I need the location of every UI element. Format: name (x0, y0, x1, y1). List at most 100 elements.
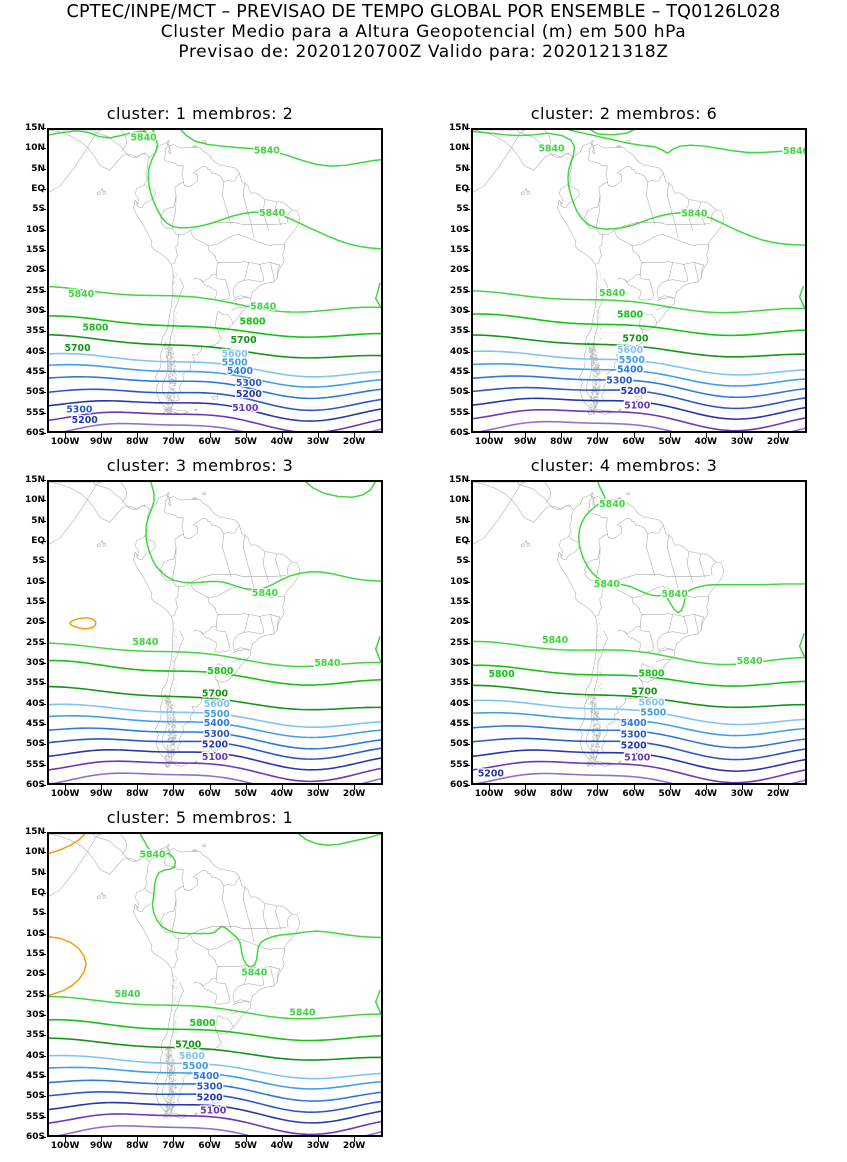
chart-header: CPTEC/INPE/MCT – PREVISAO DE TEMPO GLOBA… (0, 0, 847, 62)
contour-label-5400: 5400 (193, 1071, 220, 1082)
contour-map-svg: 5840 5840 5840 5800 570056005500540053005200… (49, 482, 381, 783)
y-tick (465, 270, 470, 272)
contour-map-svg: 5840 5840 5840 5840 5840 5800 5800 570056005500… (473, 482, 805, 783)
y-tick (465, 602, 470, 603)
y-tick-label: 5N (455, 515, 469, 526)
y-tick (41, 974, 46, 976)
x-tick (354, 433, 356, 438)
contour-label-5500: 5500 (640, 708, 667, 719)
x-tick-label: 40W (694, 437, 718, 447)
header-line-3: Previsao de: 2020120700Z Valido para: 20… (178, 42, 669, 62)
contour-5400 (473, 725, 805, 749)
y-tick-label: 20S (449, 617, 469, 628)
y-tick (41, 703, 46, 705)
cluster-panel-2[interactable]: cluster: 2 membros: 6 15N 10N 5N EQ 5S 10S 15S… (424, 100, 847, 458)
y-tick (41, 785, 46, 786)
contour-5300 (473, 386, 805, 410)
x-tick-label: 70W (162, 437, 185, 447)
y-axis: 15N 10N 5N EQ 5S 10S 15S 20S 25S 30S 35S 40S 45S 50S 5… (0, 475, 46, 790)
contour-5000 (57, 1125, 381, 1135)
x-tick (354, 785, 356, 790)
contour-5840 (577, 482, 805, 614)
contour-label-5840: 5840 (542, 635, 569, 646)
contour-5400 (473, 375, 805, 399)
x-tick (633, 785, 635, 790)
y-tick-label: 60S (449, 780, 469, 790)
x-tick (633, 433, 635, 438)
y-tick-label: 60S (25, 428, 45, 438)
y-tick-label: 10N (24, 495, 45, 506)
x-tick-label: 20W (342, 1141, 366, 1151)
y-tick (465, 561, 470, 563)
x-tick-label: 50W (658, 437, 681, 447)
contour-label-5200: 5200 (621, 386, 648, 397)
contour-5840 (180, 130, 381, 167)
y-tick (41, 1137, 46, 1138)
y-tick (465, 581, 470, 583)
x-tick-label: 80W (126, 789, 149, 799)
y-tick-label: 45S (25, 367, 45, 377)
x-tick (525, 433, 527, 438)
cluster-panel-1[interactable]: cluster: 1 membros: 2 15N 10N 5N EQ 5S 10S 15S… (0, 100, 423, 458)
contour-lines (473, 482, 805, 783)
x-tick-label: 60W (198, 1141, 221, 1151)
map-plot-area[interactable]: 5840 5840 5840 5840 5840 5800 5800 5700 5600 5500… (471, 480, 807, 785)
y-tick-label: 10S (449, 576, 469, 587)
y-tick-label: EQ (455, 536, 469, 546)
cluster-panel-3[interactable]: cluster: 3 membros: 3 15N 10N 5N EQ 5S 10S 15S… (0, 452, 423, 810)
x-tick-label: 70W (162, 1141, 185, 1151)
cluster-panel-4[interactable]: cluster: 4 membros: 3 15N 10N 5N EQ 5S 10S 15S… (424, 452, 847, 810)
y-tick (41, 642, 46, 644)
x-tick-label: 80W (550, 437, 573, 447)
x-tick (317, 433, 319, 438)
x-tick (354, 1137, 356, 1142)
x-tick (597, 433, 599, 438)
x-tick-label: 100W (50, 1141, 80, 1151)
y-tick-label: 55S (25, 759, 45, 770)
y-tick-label: 15N (448, 475, 469, 485)
y-tick-label: 35S (25, 678, 45, 689)
y-tick (41, 744, 46, 746)
map-plot-area[interactable]: 5840 5840 5840 5840 5840 5800 5800 5700 5700 5600… (47, 128, 383, 433)
contour-5800 (473, 664, 805, 687)
y-tick (465, 229, 470, 231)
x-tick-label: 40W (694, 789, 718, 799)
contour-5700 (473, 684, 805, 709)
x-tick-label: 50W (658, 789, 681, 799)
y-tick-label: 5N (31, 515, 45, 526)
contour-label-5840: 5840 (289, 1007, 316, 1018)
map-plot-area[interactable]: 5840 5840 5840 5800 5700 5600 5500 5400 5300 5200… (47, 480, 383, 785)
contour-label-5840: 5840 (737, 656, 764, 667)
y-tick (465, 663, 470, 664)
x-tick-label: 20W (766, 789, 790, 799)
contour-labels: 5840 5840 5840 5840 5800 57005600550054005300… (113, 848, 317, 1118)
y-tick (465, 433, 470, 434)
y-tick-label: 50S (25, 1091, 45, 1102)
basemap-outlines (49, 482, 300, 767)
contour-label-5800: 5800 (617, 309, 644, 320)
y-tick (41, 933, 46, 935)
y-tick (41, 209, 46, 211)
contour-5840 (139, 834, 381, 968)
y-tick-label: 5N (455, 163, 469, 174)
y-tick (465, 412, 470, 414)
contour-lines (473, 130, 805, 431)
map-plot-area[interactable]: 5840 5840 5840 5840 5800 57005600550054005300… (471, 128, 807, 433)
y-tick (41, 372, 46, 373)
contour-5400 (49, 1079, 381, 1102)
cluster-panel-5[interactable]: cluster: 5 membros: 1 15N 10N 5N EQ 5S 10S 15S… (0, 804, 423, 1162)
contour-label-5840: 5840 (252, 588, 279, 599)
contour-label-5500: 5500 (204, 709, 231, 720)
y-tick (465, 744, 470, 746)
x-axis: 100W 90W 80W 70W 60W 50W 40W 30W 20W (471, 785, 807, 806)
contour-label-5840: 5840 (259, 208, 286, 219)
contour-labels: 5840 5840 5840 5840 5840 5800 5800 570056005500… (477, 498, 765, 781)
contour-label-5300: 5300 (204, 729, 231, 740)
y-tick-label: 15S (25, 597, 45, 607)
y-tick (465, 392, 470, 394)
contour-label-5400: 5400 (227, 366, 254, 377)
y-tick (465, 148, 470, 150)
contour-5840 (142, 130, 156, 135)
x-tick (65, 433, 67, 438)
